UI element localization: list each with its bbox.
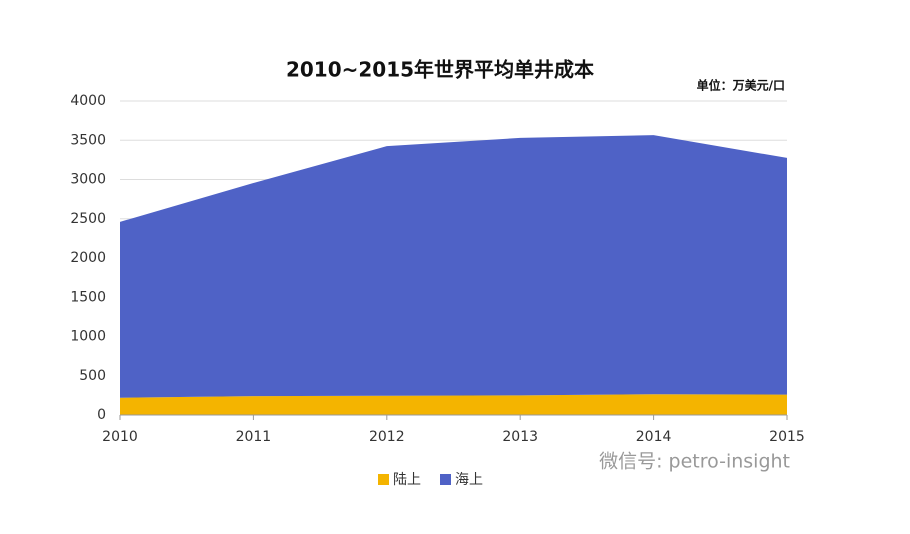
y-tick-label: 2000 (70, 250, 106, 266)
y-tick-label: 0 (97, 407, 106, 423)
x-tick-label: 2011 (236, 429, 272, 445)
chart-title: 2010~2015年世界平均单井成本 (286, 58, 594, 82)
area (120, 394, 787, 415)
y-tick-label: 1500 (70, 289, 106, 305)
y-tick-label: 3000 (70, 172, 106, 188)
legend-swatch (378, 474, 389, 485)
x-tick-label: 2013 (502, 429, 538, 445)
watermark: 微信号: petro-insight (599, 451, 790, 473)
y-tick-label: 1000 (70, 329, 106, 345)
x-tick-label: 2014 (636, 429, 672, 445)
y-tick-label: 2500 (70, 211, 106, 227)
unit-note: 单位：万美元/口 (697, 78, 785, 93)
area (120, 135, 787, 398)
legend-label: 陆上 (393, 472, 421, 488)
x-tick-label: 2012 (369, 429, 405, 445)
y-tick-label: 4000 (70, 93, 106, 109)
y-tick-label: 3500 (70, 132, 106, 148)
legend-swatch (440, 474, 451, 485)
legend-label: 海上 (455, 472, 483, 488)
x-tick-label: 2015 (769, 429, 805, 445)
x-tick-label: 2010 (102, 429, 138, 445)
y-tick-label: 500 (79, 368, 106, 384)
